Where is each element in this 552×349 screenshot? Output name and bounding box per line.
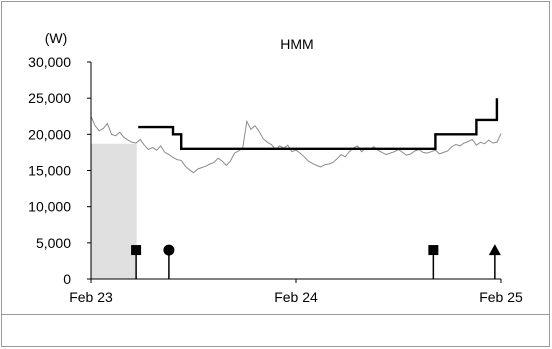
- chart-title: HMM: [280, 36, 313, 52]
- y-tick-label: 0: [63, 271, 71, 287]
- caption-panel: [2, 315, 549, 346]
- x-tick-label: Feb 25: [479, 289, 523, 305]
- y-tick-label: 5,000: [36, 235, 71, 251]
- chart-svg: 0 5,000 10,000 15,000 20,000 25,000 30,000 Feb…: [28, 30, 523, 305]
- target-price-line-layer: [138, 98, 499, 151]
- square-marker: [131, 245, 142, 256]
- shaded-band-layer: [91, 143, 137, 279]
- y-tick-label: 15,000: [28, 163, 71, 179]
- x-tick-label: Feb 23: [69, 289, 113, 305]
- target-price-line: [138, 98, 499, 151]
- axis-layer: [90, 62, 501, 280]
- x-tick-label: Feb 24: [274, 289, 318, 305]
- x-tick-layer: Feb 23 Feb 24 Feb 25: [69, 279, 523, 305]
- price-line-layer: [90, 116, 502, 174]
- y-tick-label: 25,000: [28, 90, 71, 106]
- y-unit-label: (W): [45, 30, 68, 46]
- plot-panel: 0 5,000 10,000 15,000 20,000 25,000 30,000 Feb…: [2, 2, 549, 315]
- shaded-band: [91, 143, 137, 279]
- y-tick-label: 30,000: [28, 54, 71, 70]
- square-marker: [428, 245, 439, 256]
- marker-layer: [131, 244, 501, 279]
- triangle-marker: [488, 244, 501, 256]
- y-tick-layer: 0 5,000 10,000 15,000 20,000 25,000 30,000: [28, 54, 91, 287]
- y-tick-label: 20,000: [28, 126, 71, 142]
- y-tick-label: 10,000: [28, 199, 71, 215]
- circle-marker: [163, 244, 175, 256]
- price-line: [90, 116, 502, 174]
